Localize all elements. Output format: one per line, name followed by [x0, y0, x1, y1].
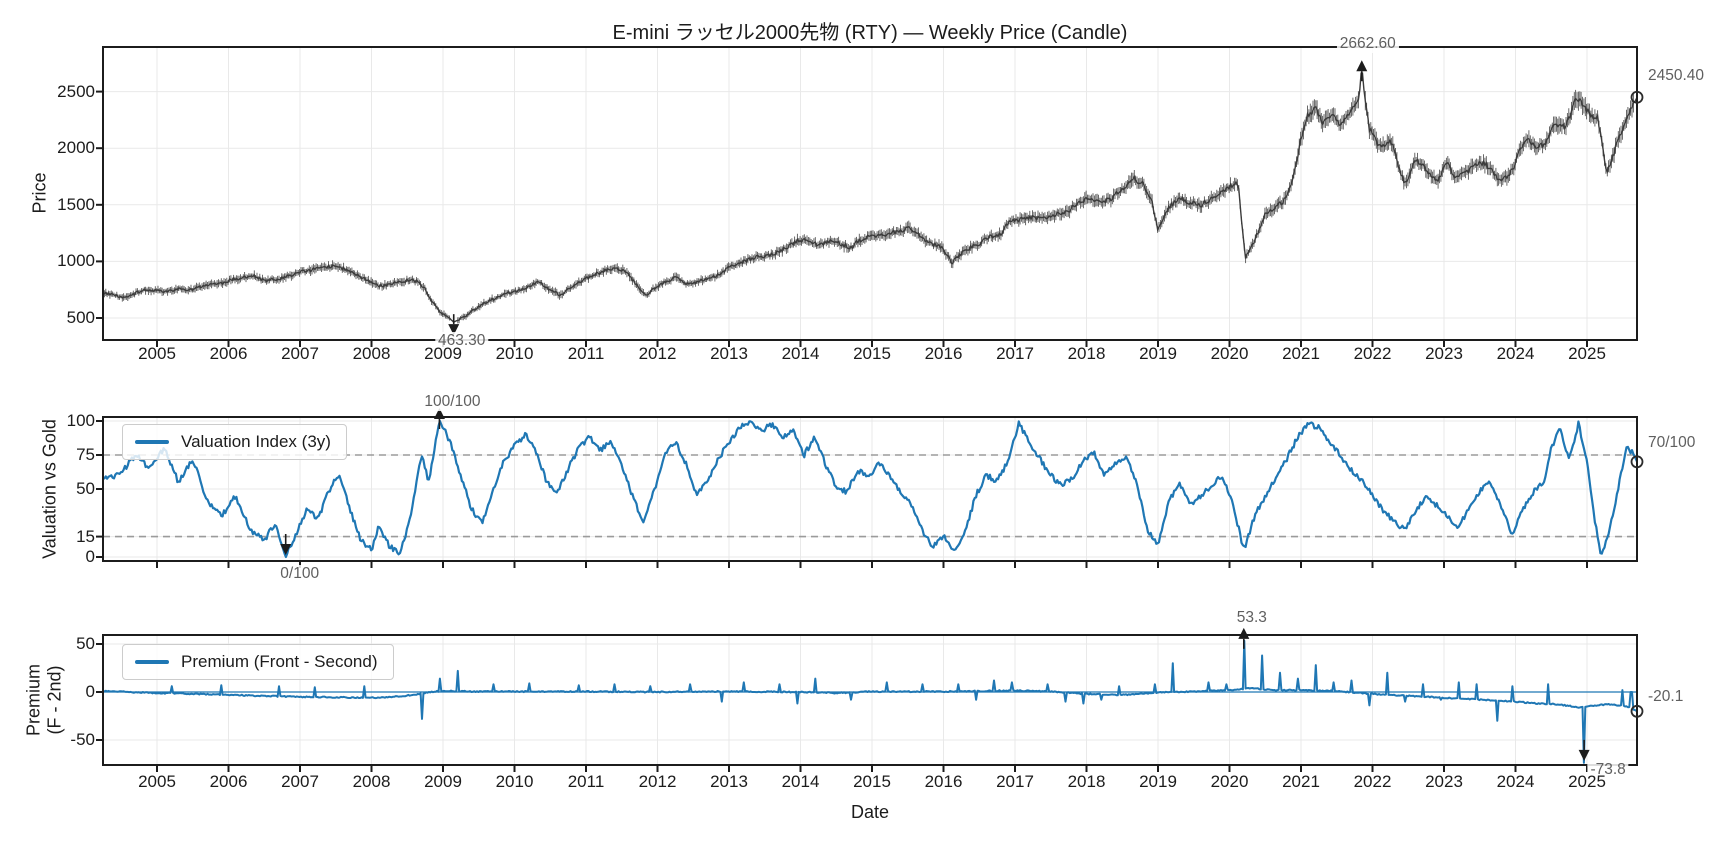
x-tick-label-price: 2020 — [1210, 344, 1249, 363]
x-tick-label-premium: 2005 — [138, 772, 176, 791]
price-high-annotation: 2662.60 — [1336, 35, 1399, 54]
x-tick-label-price: 2006 — [209, 344, 248, 363]
x-tick-label-premium: 2012 — [638, 772, 677, 791]
y-tick-label: 2000 — [57, 138, 95, 158]
last-value-marker-icon — [1630, 704, 1644, 718]
y-tick-label: -50 — [70, 730, 95, 749]
y-tick-label: 0 — [85, 547, 95, 566]
x-tick-label-price: 2012 — [638, 344, 677, 363]
x-tick-label-price: 2023 — [1425, 344, 1463, 363]
valuation-low-annotation: 0/100 — [277, 565, 323, 583]
x-tick-label-premium: 2006 — [209, 772, 248, 791]
y-tick-label: 50 — [76, 479, 95, 498]
x-tick-label-price: 2019 — [1139, 344, 1177, 363]
x-tick-label-premium: 2018 — [1067, 772, 1106, 791]
x-tick-label-price: 2017 — [996, 344, 1034, 363]
x-tick-label-premium: 2007 — [281, 772, 319, 791]
y-tick-label: 1000 — [57, 251, 95, 271]
arrow-up-icon — [433, 408, 445, 419]
valuation-legend: Valuation Index (3y) — [122, 424, 347, 460]
premium-axis-label: Premium (F - 2nd) — [23, 664, 64, 736]
arrow-up-icon — [1238, 627, 1250, 639]
arrow-down-icon — [280, 544, 292, 555]
arrow-up-icon — [1356, 60, 1368, 72]
x-tick-label-price: 2011 — [567, 344, 605, 363]
premium-high-annotation: 53.3 — [1233, 608, 1270, 627]
x-tick-label-price: 2010 — [495, 344, 534, 363]
x-tick-label-price: 2024 — [1496, 344, 1535, 363]
last-value-marker-icon — [1630, 455, 1644, 469]
x-tick-label-premium: 2014 — [781, 772, 820, 791]
x-tick-label-price: 2009 — [424, 344, 462, 363]
x-tick-label-price: 2013 — [710, 344, 748, 363]
valuation-legend-line-icon — [135, 440, 169, 444]
x-tick-label-premium: 2019 — [1139, 772, 1177, 791]
x-tick-label-price: 2022 — [1353, 344, 1392, 363]
premium-legend-label: Premium (Front - Second) — [181, 652, 378, 671]
panel-border — [102, 634, 1638, 766]
x-tick-label-premium: 2015 — [853, 772, 891, 791]
premium-axis-label-line1: Premium — [23, 663, 44, 737]
arrow-down-icon — [1578, 749, 1590, 761]
price-axis-label: Price — [29, 172, 50, 214]
x-tick-label-premium: 2016 — [924, 772, 963, 791]
x-tick-label-premium: 2008 — [352, 772, 391, 791]
y-tick-label: 15 — [76, 526, 95, 546]
x-tick-label-premium: 2024 — [1496, 772, 1535, 791]
y-tick-label: 100 — [66, 411, 95, 430]
last-value-marker-icon — [1630, 90, 1644, 104]
x-tick-label-price: 2016 — [924, 344, 963, 363]
valuation-legend-label: Valuation Index (3y) — [181, 432, 331, 451]
x-tick-label-premium: 2009 — [424, 772, 462, 791]
premium-last-annotation: -20.1 — [1648, 688, 1684, 706]
x-tick-label-price: 2018 — [1067, 344, 1106, 363]
x-tick-label-premium: 2011 — [567, 772, 605, 791]
premium-axis-label-line2: (F - 2nd) — [44, 665, 64, 735]
chart-title: E-mini ラッセル2000先物 (RTY) — Weekly Price (… — [612, 22, 1128, 44]
x-tick-label-premium: 2017 — [996, 772, 1034, 791]
valuation-last-annotation: 70/100 — [1648, 433, 1696, 451]
x-tick-label-price: 2008 — [352, 344, 391, 363]
price-candle-wicks — [103, 89, 1634, 324]
x-tick-label-price: 2015 — [853, 344, 891, 363]
x-tick-label-price: 2021 — [1282, 344, 1320, 363]
y-tick-label: 50 — [76, 634, 95, 653]
y-tick-label: 1500 — [57, 194, 95, 214]
price-last-annotation: 2450.40 — [1648, 67, 1705, 85]
x-tick-label-premium: 2020 — [1210, 772, 1249, 791]
valuation-high-annotation: 100/100 — [421, 393, 484, 411]
price-series-line — [103, 72, 1637, 324]
y-tick-label: 2500 — [57, 81, 95, 101]
y-tick-label: 75 — [76, 445, 95, 464]
y-tick-label: 500 — [66, 308, 95, 327]
x-tick-label-premium: 2022 — [1353, 772, 1392, 791]
premium-series-line — [103, 639, 1637, 764]
premium-legend-line-icon — [135, 660, 169, 664]
valuation-axis-label: Valuation vs Gold — [39, 419, 60, 559]
x-tick-label-premium: 2021 — [1282, 772, 1320, 791]
premium-low-annotation: -73.8 — [1587, 760, 1629, 779]
x-tick-label-premium: 2013 — [710, 772, 748, 791]
x-tick-label-price: 2007 — [281, 344, 319, 363]
price-low-annotation: 463.30 — [435, 332, 489, 351]
x-tick-label-premium: 2023 — [1425, 772, 1463, 791]
panel-border — [102, 46, 1638, 341]
x-tick-label-price: 2005 — [138, 344, 176, 363]
x-tick-label-premium: 2010 — [495, 772, 534, 791]
date-axis-label: Date — [850, 802, 890, 822]
premium-legend: Premium (Front - Second) — [122, 644, 394, 680]
y-tick-label: 0 — [85, 682, 95, 701]
arrow-down-icon — [448, 324, 460, 336]
x-tick-label-premium: 2025 — [1568, 772, 1606, 791]
x-tick-label-price: 2025 — [1568, 344, 1606, 363]
x-tick-label-price: 2014 — [781, 344, 820, 363]
valuation-series-line — [103, 419, 1637, 559]
